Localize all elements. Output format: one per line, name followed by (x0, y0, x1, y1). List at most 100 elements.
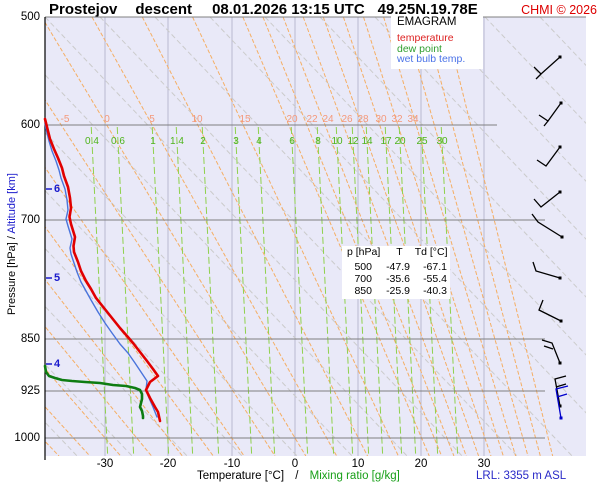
mixing-ratio-label: 3 (233, 136, 239, 147)
table-header: p [hPa] T Td [°C] (342, 246, 450, 259)
y-axis-separator: / (6, 236, 18, 240)
dry-adiabats (45, 17, 554, 456)
pressure-tick-label: 925 (20, 385, 40, 397)
wind-barb (538, 299, 563, 323)
dry-adiabat-label: 5 (149, 114, 155, 125)
dry-adiabat-label: 20 (286, 114, 298, 125)
mixing-ratio-label: 2 (200, 136, 206, 147)
dry-adiabat-label: -5 (60, 114, 70, 125)
temperature-tick-label: 0 (291, 458, 299, 470)
table-cell: -40.3 (423, 285, 447, 297)
mixing-ratio-label: 8 (315, 136, 321, 147)
altitude-tick-label: 4 (54, 358, 61, 370)
altitude-axis-label: Altitude [km] (6, 173, 18, 234)
dry-adiabat-label: 28 (357, 114, 369, 125)
temperature-tick-label: 20 (414, 458, 428, 470)
mixing-ratio-label: 0.4 (85, 136, 99, 147)
station-coords: 49.25N,19.78E (377, 1, 478, 18)
station-name: Prostejov (49, 1, 118, 18)
table-row: 500 -47.9 -67.1 (342, 261, 450, 273)
mixing-ratio-label: 20 (394, 136, 406, 147)
dry-adiabat-label: 10 (191, 114, 203, 125)
table-header-cell: p [hPa] (347, 246, 381, 258)
table-cell: -55.4 (423, 273, 447, 285)
mixing-ratio-label: 1 (150, 136, 156, 147)
mixing-ratio-label: 14 (361, 136, 373, 147)
dew_point-curve (43, 364, 145, 420)
pressure-tick-label: 600 (20, 119, 40, 131)
table-rows: 500 -47.9 -67.1 700 -35.6 -55.4 850 -25.9 -40.3 (342, 261, 450, 297)
table-cell: -25.9 (386, 285, 410, 297)
temperature-tick-label: 30 (477, 458, 491, 470)
x-axis-title: Temperature [°C] / Mixing ratio [g/kg] (197, 470, 400, 482)
table-header-cell: T (396, 246, 403, 258)
table-row: 850 -25.9 -40.3 (342, 285, 450, 297)
wind-barb (533, 190, 562, 208)
mixing-ratio-label: 0.6 (111, 136, 125, 147)
dry-adiabat-label: 26 (341, 114, 353, 125)
wind-barb (532, 261, 562, 280)
y-axis-title: Pressure [hPa] / Altitude [km] (6, 144, 18, 344)
altitude-tick-label: 5 (54, 272, 61, 284)
mixing-ratio-label: 25 (416, 136, 428, 147)
mixing-ratio-label: 4 (256, 136, 262, 147)
table-cell: -47.9 (386, 261, 410, 273)
table-cell: 700 (354, 273, 372, 285)
sounding-mode: descent (135, 1, 193, 18)
wind-barb (533, 55, 562, 80)
wet_bulb-curve (44, 122, 158, 418)
wind-barb (531, 213, 564, 239)
x-axis-separator: / (295, 470, 299, 482)
sounding-datetime: 08.01.2026 13:15 UTC (212, 1, 365, 18)
legend-items: temperature dew point wet bulb temp. (397, 33, 479, 65)
copyright-notice: CHMI © 2026 (521, 3, 597, 17)
temperature-tick-label: -10 (223, 458, 241, 470)
table-cell: 500 (354, 261, 372, 273)
dry-adiabat-label: 0 (104, 114, 110, 125)
table-header-cell: Td [°C] (414, 246, 448, 258)
mixing-ratio-label: 17 (380, 136, 392, 147)
sounding-curves (43, 117, 162, 423)
mixing-ratio-label: 10 (331, 136, 343, 147)
table-row: 700 -35.6 -55.4 (342, 273, 450, 285)
temperature-tick-label: -30 (96, 458, 114, 470)
legend-title: EMAGRAM (397, 16, 457, 28)
mixing-ratio-label: 1.4 (170, 136, 184, 147)
wind-barb (538, 101, 563, 127)
dry-adiabat-label: 30 (375, 114, 387, 125)
page-title: Prostejov descent 08.01.2026 13:15 UTC 49.2… (49, 1, 478, 18)
wind-barbs (531, 55, 569, 420)
dry-adiabat-label: 22 (306, 114, 318, 125)
legend-item-dew-point: dew point (397, 42, 442, 55)
mixing-ratio-label: 12 (347, 136, 359, 147)
pressure-axis-label: Pressure [hPa] (6, 242, 18, 315)
legend-box: EMAGRAM temperature dew point wet bulb tem… (391, 14, 483, 69)
temperature-tick-label: 10 (351, 458, 365, 470)
legend-item-wet-bulb-temp-: wet bulb temp. (397, 53, 466, 65)
wind-barb (536, 145, 562, 167)
table-cell: -67.1 (423, 261, 447, 273)
pressure-tick-label: 700 (20, 214, 40, 226)
pressure-tick-label: 500 (20, 11, 40, 23)
table-cell: 850 (354, 285, 372, 297)
legend-item-temperature: temperature (397, 32, 454, 44)
mixing-ratio-label: 6 (289, 136, 295, 147)
dry-adiabat-label: 34 (407, 114, 419, 125)
wind-barb (555, 385, 569, 420)
altitude-tick-label: 6 (54, 183, 61, 195)
mixing-ratio-axis-label: Mixing ratio [g/kg] (309, 470, 400, 482)
isotherm-gridlines (104, 17, 485, 456)
temperature-axis-label: Temperature [°C] (197, 470, 285, 482)
pressure-tick-label: 850 (20, 333, 40, 345)
dry-adiabat-label: 24 (322, 114, 334, 125)
wind-barb (541, 339, 562, 365)
pressure-tick-label: 1000 (14, 432, 40, 444)
mixing-ratio-label: 30 (436, 136, 448, 147)
sounding-values-table: p [hPa] T Td [°C] 500 -47.9 -67.1 700 -35.6 -55… (342, 246, 450, 299)
temperature-curve (43, 117, 162, 423)
dry-adiabat-label: 32 (391, 114, 403, 125)
dry-adiabat-label: 15 (239, 114, 251, 125)
temperature-tick-label: -20 (159, 458, 177, 470)
